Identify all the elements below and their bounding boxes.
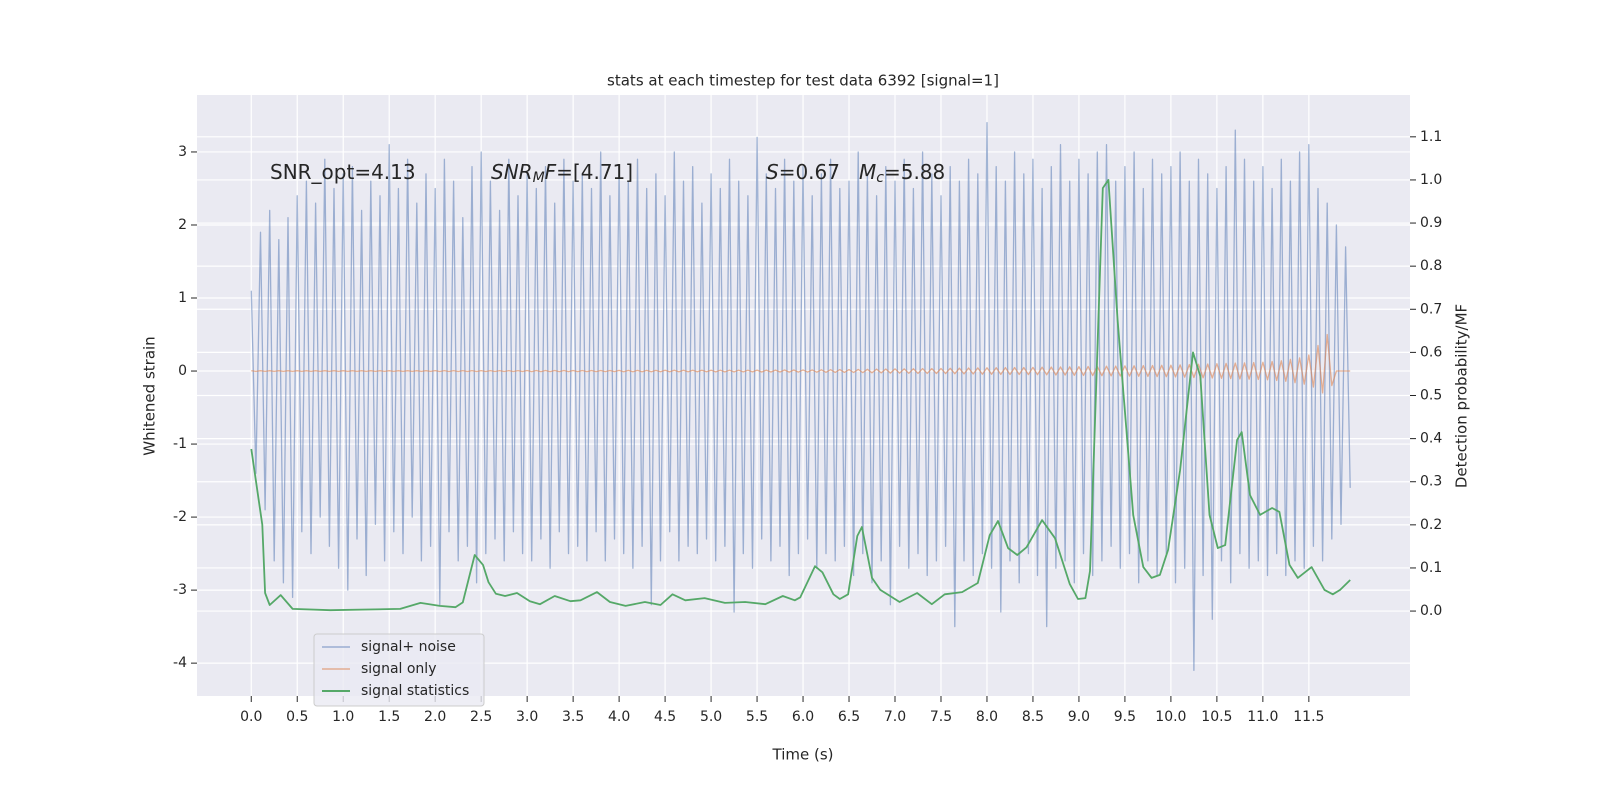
annotation: SNRMF=[4.71]	[491, 160, 633, 187]
x-tick-label: 9.0	[1068, 709, 1090, 725]
y2-tick-label: 0.6	[1420, 344, 1442, 360]
annotation-part: =0.67	[779, 160, 840, 184]
x-tick-label: 10.5	[1201, 709, 1232, 725]
series-line	[250, 122, 1351, 672]
x-tick-label: 3.0	[516, 709, 538, 725]
y2-tick-label: 0.0	[1420, 603, 1442, 619]
y2-tick-label: 0.4	[1420, 431, 1442, 447]
y-axis-label: Whitened strain	[141, 336, 159, 455]
y2-tick-label: 0.8	[1420, 258, 1442, 274]
annotation: S=0.67	[766, 160, 840, 184]
legend-label: signal+ noise	[361, 639, 456, 655]
y-tick-label: -4	[173, 655, 187, 671]
x-tick-label: 0.5	[286, 709, 308, 725]
annotation-part: =5.88	[884, 160, 945, 184]
y2-tick-label: 0.3	[1420, 474, 1442, 490]
y-tick-label: 0	[178, 363, 187, 379]
legend-box	[313, 633, 485, 707]
x-tick-label: 6.0	[792, 709, 814, 725]
labels: 0.0 0.5 1.0 1.5 2.0 2.5 3.0 3.5 4.0 4.5 5.0 5.5 6.0 6…	[173, 129, 1442, 725]
series-line	[250, 179, 1351, 612]
x-tick-label: 10.0	[1155, 709, 1186, 725]
annotation-part: M	[859, 160, 876, 184]
series-line	[251, 333, 1351, 394]
legend-label: signal statistics	[361, 683, 469, 699]
y-tick-label: -3	[173, 582, 187, 598]
annotation-part: SNR_opt=4.13	[270, 160, 416, 184]
legend: signal+ noise signal only signal statistic…	[313, 633, 485, 707]
annotation: SNR_opt=4.13	[270, 160, 416, 184]
x-tick-label: 1.0	[332, 709, 354, 725]
x-tick-label: 3.5	[562, 709, 584, 725]
x-axis-label: Time (s)	[772, 746, 834, 764]
marks	[250, 122, 1351, 672]
x-tick-label: 0.0	[240, 709, 262, 725]
x-tick-label: 2.5	[470, 709, 492, 725]
y-tick-label: 3	[178, 144, 187, 160]
annotation-part: F	[545, 160, 557, 184]
x-tick-label: 5.0	[700, 709, 722, 725]
annotation-part: M	[533, 170, 545, 186]
x-tick-label: 8.0	[976, 709, 998, 725]
annotation-part: S	[766, 160, 779, 184]
chart-title: stats at each timestep for test data 639…	[607, 72, 999, 90]
y-tick-label: 2	[178, 217, 187, 233]
annotation-part: =[4.71]	[556, 160, 633, 184]
y2-tick-label: 1.0	[1420, 172, 1442, 188]
y2-tick-label: 1.1	[1420, 129, 1442, 145]
y-tick-label: -2	[173, 509, 187, 525]
y-tick-label: 1	[178, 290, 187, 306]
x-tick-label: 7.5	[930, 709, 952, 725]
y2-tick-label: 0.1	[1420, 560, 1442, 576]
y2-axis-label: Detection probability/MF	[1453, 304, 1471, 488]
x-tick-label: 6.5	[838, 709, 860, 725]
x-tick-label: 11.0	[1247, 709, 1278, 725]
y2-tick-label: 0.7	[1420, 301, 1442, 317]
legend-label: signal only	[361, 661, 436, 677]
x-tick-label: 4.0	[608, 709, 630, 725]
y-tick-label: -1	[173, 436, 187, 452]
x-tick-label: 7.0	[884, 709, 906, 725]
y2-tick-label: 0.9	[1420, 215, 1442, 231]
annotation: Mc=5.88	[859, 160, 945, 187]
annotation-part: SNR	[491, 160, 533, 184]
x-tick-label: 11.5	[1293, 709, 1324, 725]
x-tick-label: 4.5	[654, 709, 676, 725]
annotation-part: c	[876, 170, 884, 186]
x-tick-label: 9.5	[1114, 709, 1136, 725]
y2-tick-label: 0.2	[1420, 517, 1442, 533]
x-tick-label: 1.5	[378, 709, 400, 725]
y2-tick-label: 0.5	[1420, 388, 1442, 404]
x-tick-label: 5.5	[746, 709, 768, 725]
x-tick-label: 8.5	[1022, 709, 1044, 725]
x-tick-label: 2.0	[424, 709, 446, 725]
